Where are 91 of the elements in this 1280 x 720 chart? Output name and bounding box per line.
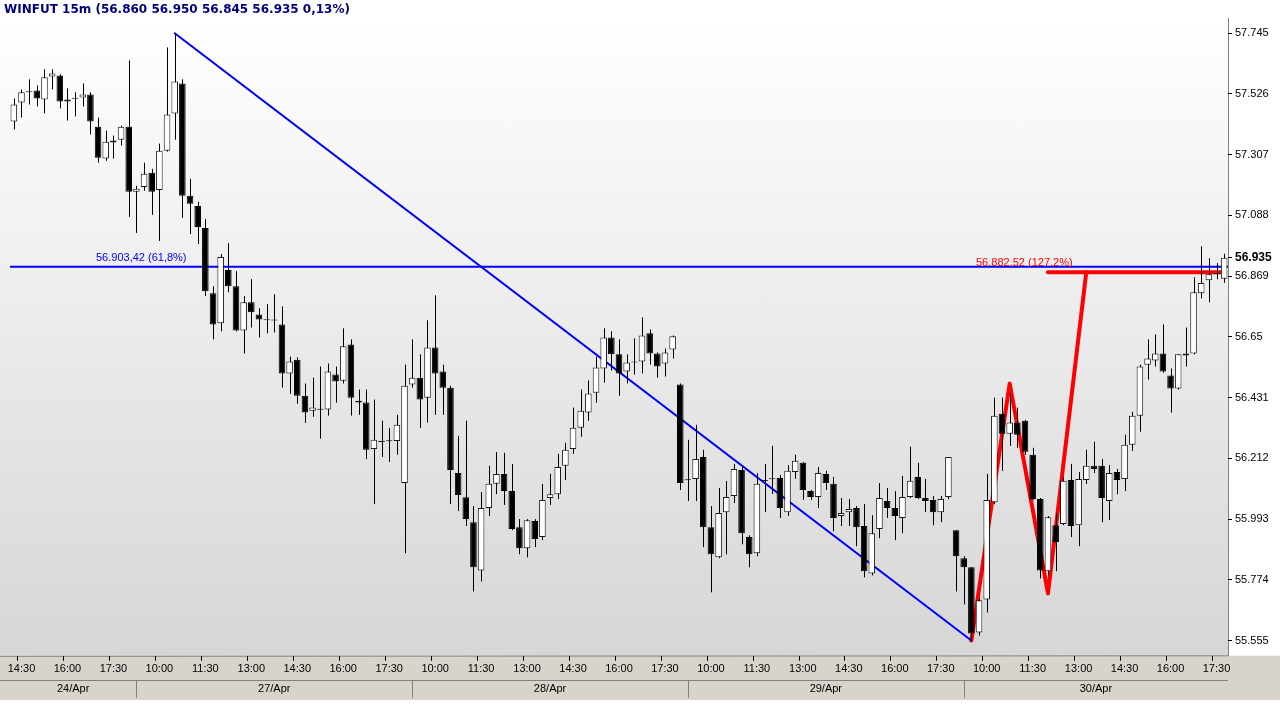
candlestick (922, 478, 929, 513)
candlestick (1014, 407, 1021, 449)
candlestick (577, 389, 584, 438)
candlestick (585, 379, 592, 422)
candlestick (562, 442, 569, 481)
ref-line-label: 56.903,42 (61,8%) (96, 251, 187, 264)
y-tick-label: 57.526 (1235, 87, 1269, 100)
text: 28/Apr (533, 682, 567, 695)
candlestick (1052, 512, 1059, 572)
candlestick (1006, 392, 1013, 447)
candlestick (462, 420, 470, 527)
x-tick-label: 11:30 (1019, 662, 1047, 675)
candlestick (853, 505, 860, 547)
candlestick (194, 201, 201, 245)
candlestick (914, 462, 922, 500)
text: 29/Apr (809, 682, 843, 695)
candlestick (79, 82, 87, 107)
x-tick-label: 16:00 (881, 662, 909, 675)
candlestick (48, 68, 56, 91)
candlestick (248, 278, 255, 328)
y-tick-label: 56.869 (1235, 269, 1269, 282)
candlestick (692, 424, 699, 502)
y-tick-label: 57.307 (1235, 147, 1269, 160)
x-tick-label: 16:00 (329, 662, 357, 675)
x-tick-label: 10:00 (697, 662, 725, 675)
candlestick (102, 130, 110, 162)
x-tick-label: 13:00 (1064, 662, 1093, 675)
x-tick-label: 14:30 (283, 662, 312, 675)
candlestick (516, 518, 523, 555)
candlestick (493, 451, 500, 495)
y-tick-label: 55.993 (1235, 512, 1269, 525)
candlestick (18, 89, 25, 119)
candlestick (937, 495, 945, 523)
x-tick-label: 17:30 (651, 662, 679, 675)
y-tick-label: 56.431 (1235, 390, 1269, 403)
candlestick (891, 490, 899, 541)
candlestick (133, 185, 140, 234)
candlestick (899, 475, 906, 534)
candlestick (745, 534, 753, 568)
candlestick (332, 366, 339, 404)
x-tick-label: 16:00 (53, 662, 82, 675)
candlestick (592, 356, 600, 404)
text: 24/Apr (56, 682, 90, 695)
y-tick-label: 56.65 (1235, 329, 1263, 342)
x-tick-label: 10:00 (421, 662, 449, 675)
text: 27/Apr (258, 682, 291, 695)
x-tick-label: 14:30 (1110, 662, 1139, 675)
candlestick (286, 356, 293, 395)
candlestick (646, 328, 653, 366)
candlestick (1144, 338, 1151, 381)
y-tick-label: 57.088 (1235, 208, 1269, 221)
x-tick-label: 13:00 (237, 662, 266, 675)
annotation: 56.882,52 (127,2%) (976, 255, 1073, 268)
x-tick-label: 14:30 (835, 662, 863, 675)
candlestick (531, 518, 539, 548)
y-tick-label: 55.555 (1235, 633, 1269, 646)
x-tick-label: 11:30 (191, 662, 219, 675)
candlestick (485, 465, 493, 517)
candlestick (960, 555, 968, 605)
x-tick-label: 17:30 (375, 662, 403, 675)
text: 30/Apr (1079, 682, 1113, 695)
x-tick-label: 16:00 (1156, 662, 1185, 675)
chart-title: WINFUT 15m (56.860 56.950 56.845 56.935 0,13%) (4, 2, 350, 16)
x-tick-label: 14:30 (559, 662, 587, 675)
candlestick (661, 348, 669, 378)
y-tick-label: 56.212 (1235, 451, 1269, 464)
x-tick-label: 17:30 (1202, 662, 1231, 675)
candlestick (654, 351, 661, 379)
candlestick (148, 168, 156, 216)
y-tick-label: 55.774 (1235, 572, 1269, 585)
candlestick (309, 377, 316, 418)
x-tick-label: 16:00 (605, 662, 633, 675)
x-tick-label: 13:00 (513, 662, 541, 675)
x-tick-label: 14:30 (7, 662, 36, 675)
y-tick-label: 57.745 (1235, 26, 1269, 39)
candlestick (615, 338, 623, 397)
candlestick (623, 353, 630, 384)
x-tick-label: 11:30 (743, 662, 771, 675)
x-tick-label: 17:30 (99, 662, 128, 675)
x-tick-label: 13:00 (789, 662, 817, 675)
candlestick (225, 242, 232, 293)
candlestick (608, 330, 615, 371)
x-tick-label: 11:30 (467, 662, 495, 675)
candlestick (1167, 368, 1174, 414)
candlestick (722, 480, 730, 555)
y-tick-label: 56.935 (1235, 250, 1273, 265)
candlestick (41, 68, 48, 114)
x-tick-label: 10:00 (972, 662, 1001, 675)
x-tick-label: 17:30 (926, 662, 955, 675)
x-tick-label: 10:00 (145, 662, 174, 675)
candlestick (1082, 449, 1090, 485)
